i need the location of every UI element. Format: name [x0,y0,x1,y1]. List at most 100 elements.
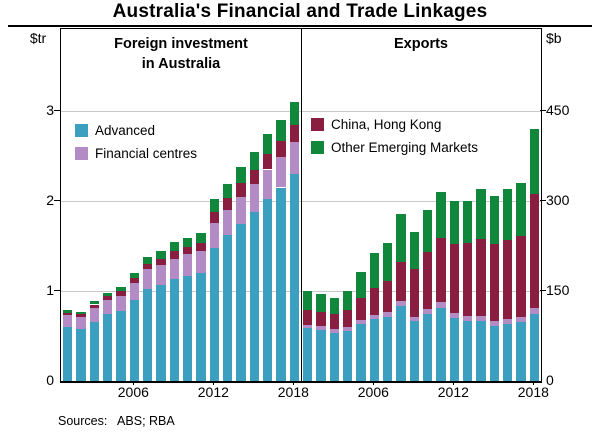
bar-segment [382,312,393,317]
left-axis-tick [54,200,60,201]
legend-label: Other Emerging Markets [331,140,479,155]
bar-segment [396,261,406,301]
left-axis-tick-label: 2 [46,192,54,208]
legend-swatch [311,118,324,131]
panel-title-foreign-investment: Foreign investment in Australia [114,36,248,73]
left-axis-tick-label: 3 [46,102,54,118]
bar-segment [356,319,366,324]
bar-segment [102,314,113,381]
bar-segment [222,210,233,236]
bar-segment [316,330,326,381]
legend-item: Financial centres [75,146,197,161]
bar-segment [462,321,473,381]
bar-segment [156,258,166,265]
bar-segment [276,120,286,141]
bar-segment [289,124,300,142]
bar-segment [129,278,140,283]
x-axis-tick [373,380,375,385]
bar-segment [196,243,206,252]
bar-segment [369,253,380,288]
bar-segment [89,321,100,381]
bar-segment [342,291,353,311]
bar-segment [329,297,340,315]
bar-segment [142,289,153,381]
bar-segment [436,192,446,238]
x-axis-tick-label: 2012 [437,384,469,400]
bar-segment [62,312,73,316]
sources-note: Sources: ABS; RBA [58,414,175,428]
bar-segment [182,246,193,255]
bar-segment [409,268,420,317]
bar-segment [396,306,406,381]
bar-segment [222,198,233,210]
bar-segment [422,309,433,314]
x-axis-tick [213,380,215,385]
bar-segment [302,291,313,311]
bar-segment [236,223,246,381]
bar-segment [329,314,340,330]
x-axis-tick-label: 2012 [197,384,229,400]
bar-segment [302,310,313,325]
bar-segment [276,156,286,188]
bar-segment [382,280,393,312]
left-axis-tick [54,290,60,291]
bar-segment [209,211,220,223]
bar-segment [196,233,206,244]
bar-segment [436,307,446,381]
bar-segment [316,312,326,327]
bar-segment [249,169,260,184]
bar-segment [142,256,153,264]
bar-segment [209,199,220,212]
bar-segment [249,151,260,170]
bar-segment [76,314,86,318]
bar-segment [382,316,393,381]
bar-segment [62,309,73,313]
right-axis-tick-label: 150 [546,282,570,298]
bar-segment [102,300,113,315]
bar-segment [156,284,166,381]
bar-segment [422,210,433,252]
bar-segment [342,327,353,331]
right-axis-tick [540,110,546,111]
panel-foreign-investment: Foreign investment in Australia Advanced… [61,29,301,381]
bar-segment [356,298,366,320]
bar-segment [329,329,340,333]
right-axis-tick-label: 0 [546,372,554,388]
bar-segment [169,251,180,259]
legend-exports: China, Hong Kong Other Emerging Markets [311,117,478,163]
bar-segment [489,325,500,381]
bar-segment [262,154,273,170]
x-axis-tick [533,380,535,385]
x-axis-tick-label: 2006 [117,384,149,400]
legend-swatch [75,124,88,137]
bar-segment [169,242,180,252]
bar-segment [462,316,473,321]
x-axis-tick-label: 2006 [357,384,389,400]
x-axis-tick [453,380,455,385]
bar-segment [209,222,220,248]
right-axis-tick [540,200,546,201]
bar-segment [476,189,486,240]
bar-segment [222,183,233,199]
legend-item: China, Hong Kong [311,117,478,132]
bar-segment [156,250,166,259]
bar-segment [129,282,140,300]
bar-segment [236,196,246,224]
bar-segment [529,129,540,194]
bar-segment [529,313,540,381]
bar-segment [462,243,473,317]
bar-segment [222,235,233,381]
bar-segment [356,271,366,299]
bar-segment [62,327,73,381]
x-axis-tick [293,380,295,385]
bar-segment [529,193,540,308]
bar-segment [369,315,380,320]
bar-segment [449,244,460,314]
bar-segment [449,318,460,381]
left-axis-tick-label: 1 [46,282,54,298]
bar-segment [516,236,526,318]
bar-segment [102,296,113,300]
bar-segment [502,319,513,324]
bar-segment [89,300,100,305]
